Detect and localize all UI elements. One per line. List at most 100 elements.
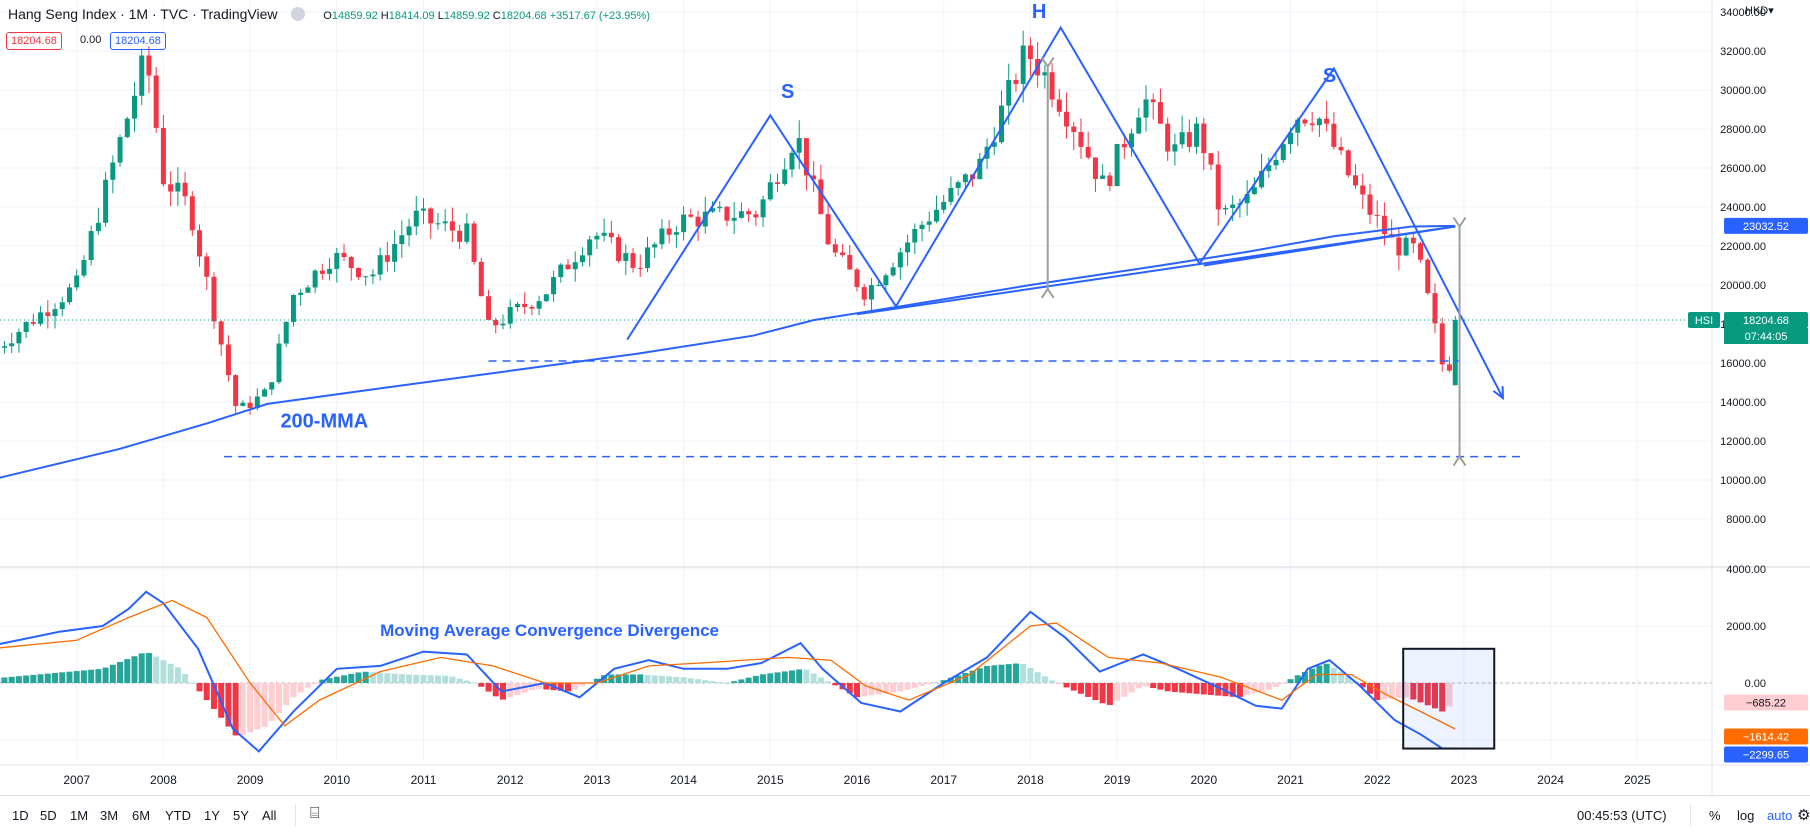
macd-histogram-bar	[23, 676, 29, 683]
candle-body	[139, 55, 144, 95]
candle-body	[587, 239, 592, 255]
candle-body	[1122, 144, 1127, 147]
time-tick-label: 2022	[1364, 773, 1391, 787]
candle-body	[876, 285, 881, 286]
candle-body	[2, 346, 7, 348]
macd-histogram-bar	[103, 668, 109, 683]
macd-signal-badge[interactable]: −1614.42	[1743, 732, 1789, 744]
candle-body	[558, 265, 563, 277]
candle-body	[67, 287, 72, 302]
candle-body	[905, 243, 910, 253]
ohlc-open: 14859.92	[332, 10, 378, 22]
candle-body	[81, 260, 86, 275]
calendar-range-icon[interactable]: ⌸	[310, 805, 320, 823]
macd-hist-badge[interactable]: −685.22	[1746, 698, 1786, 710]
candle-body	[782, 169, 787, 184]
log-scale-toggle[interactable]: log	[1737, 808, 1754, 823]
candle-body	[1194, 124, 1199, 147]
macd-histogram-bar	[52, 673, 58, 683]
visibility-eye-icon[interactable]	[291, 7, 305, 21]
timeframe-5d[interactable]: 5D	[40, 808, 57, 823]
macd-histogram-bar	[442, 676, 448, 683]
candle-body	[161, 128, 166, 184]
macd-histogram-bar	[262, 683, 268, 727]
candle-body	[284, 322, 289, 344]
currency-menu[interactable]: HKD▾	[1745, 4, 1774, 17]
time-tick-label: 2021	[1277, 773, 1304, 787]
macd-histogram-bar	[1020, 664, 1026, 683]
candle-body	[869, 285, 874, 299]
candle-body	[638, 268, 643, 269]
candle-body	[327, 269, 332, 274]
pattern-label: S	[781, 81, 794, 103]
mma-value-badge[interactable]: 23032.52	[1743, 221, 1789, 233]
candle-body	[392, 244, 397, 262]
timeframe-1m[interactable]: 1M	[70, 808, 88, 823]
macd-indicator[interactable]	[0, 592, 1494, 752]
candle-body	[313, 271, 318, 288]
timeframe-1d[interactable]: 1D	[12, 808, 29, 823]
candle-body	[110, 163, 115, 180]
candle-body	[1064, 112, 1069, 127]
candlestick-series[interactable]	[0, 31, 1458, 415]
price-tick-label: 26000.00	[1720, 163, 1766, 175]
candle-body	[118, 137, 123, 162]
gear-icon[interactable]: ⚙	[1797, 806, 1810, 824]
candle-body	[826, 214, 831, 244]
candle-body	[1367, 194, 1372, 214]
candle-body	[407, 226, 412, 235]
ohlc-legend: O14859.92 H18414.09 L14859.92 C18204.68 …	[323, 10, 650, 22]
macd-histogram-bar	[710, 681, 716, 683]
macd-line[interactable]	[0, 592, 1455, 752]
last-price-badge[interactable]: 18204.68	[1743, 315, 1789, 327]
candle-body	[31, 322, 36, 324]
price-axes[interactable]: 8000.0010000.0012000.0014000.0016000.001…	[0, 7, 1808, 787]
time-tick-label: 2012	[497, 773, 524, 787]
timeframe-all[interactable]: All	[262, 808, 276, 823]
last-candle-body[interactable]	[1453, 320, 1458, 385]
candle-body	[833, 244, 838, 252]
timeframe-1y[interactable]: 1Y	[204, 808, 220, 823]
timeframe-5y[interactable]: 5Y	[233, 808, 249, 823]
macd-line-badge[interactable]: −2299.65	[1743, 750, 1789, 762]
macd-histogram-bar	[341, 675, 347, 683]
macd-histogram-bar	[1071, 683, 1077, 691]
candle-body	[761, 199, 766, 217]
percent-scale-toggle[interactable]: %	[1709, 808, 1721, 823]
macd-histogram-bar	[912, 683, 918, 688]
bid-price-pill[interactable]: 18204.68	[6, 32, 62, 50]
macd-histogram-bar	[334, 677, 340, 683]
macd-histogram-bar	[435, 675, 441, 683]
macd-histogram-bar	[1, 677, 7, 683]
candle-body	[659, 229, 664, 245]
candle-body	[948, 188, 953, 202]
ask-price-pill[interactable]: 18204.68	[110, 32, 166, 50]
price-tick-label: 32000.00	[1720, 46, 1766, 58]
timeframe-ytd[interactable]: YTD	[165, 808, 191, 823]
auto-scale-toggle[interactable]: auto	[1767, 808, 1792, 823]
timeframe-6m[interactable]: 6M	[132, 808, 150, 823]
candle-body	[1404, 238, 1409, 256]
timeframe-3m[interactable]: 3M	[100, 808, 118, 823]
highlight-box[interactable]	[1403, 649, 1494, 749]
candle-body	[753, 214, 758, 217]
price-tick-label: 24000.00	[1720, 202, 1766, 214]
macd-histogram-bar	[1136, 683, 1142, 688]
symbol-badge[interactable]: HSI	[1695, 315, 1713, 327]
macd-histogram-bar	[854, 683, 860, 697]
macd-histogram-bar	[818, 677, 824, 683]
macd-histogram-bar	[919, 683, 925, 686]
macd-histogram-bar	[413, 675, 419, 683]
utc-clock[interactable]: 00:45:53 (UTC)	[1577, 808, 1667, 823]
macd-histogram-bar	[449, 677, 455, 683]
ohlc-change: +3517.67 (+23.95%)	[550, 10, 650, 22]
candle-body	[1324, 119, 1329, 124]
macd-histogram-bar	[38, 674, 44, 683]
symbol-title[interactable]: Hang Seng Index · 1M · TVC · TradingView	[8, 6, 278, 22]
macd-histogram-bar	[464, 681, 470, 683]
ma200-line[interactable]	[0, 226, 1455, 480]
macd-histogram-bar	[478, 683, 484, 687]
macd-histogram-bar	[1143, 683, 1149, 686]
drawing-overlays[interactable]	[0, 28, 1712, 480]
